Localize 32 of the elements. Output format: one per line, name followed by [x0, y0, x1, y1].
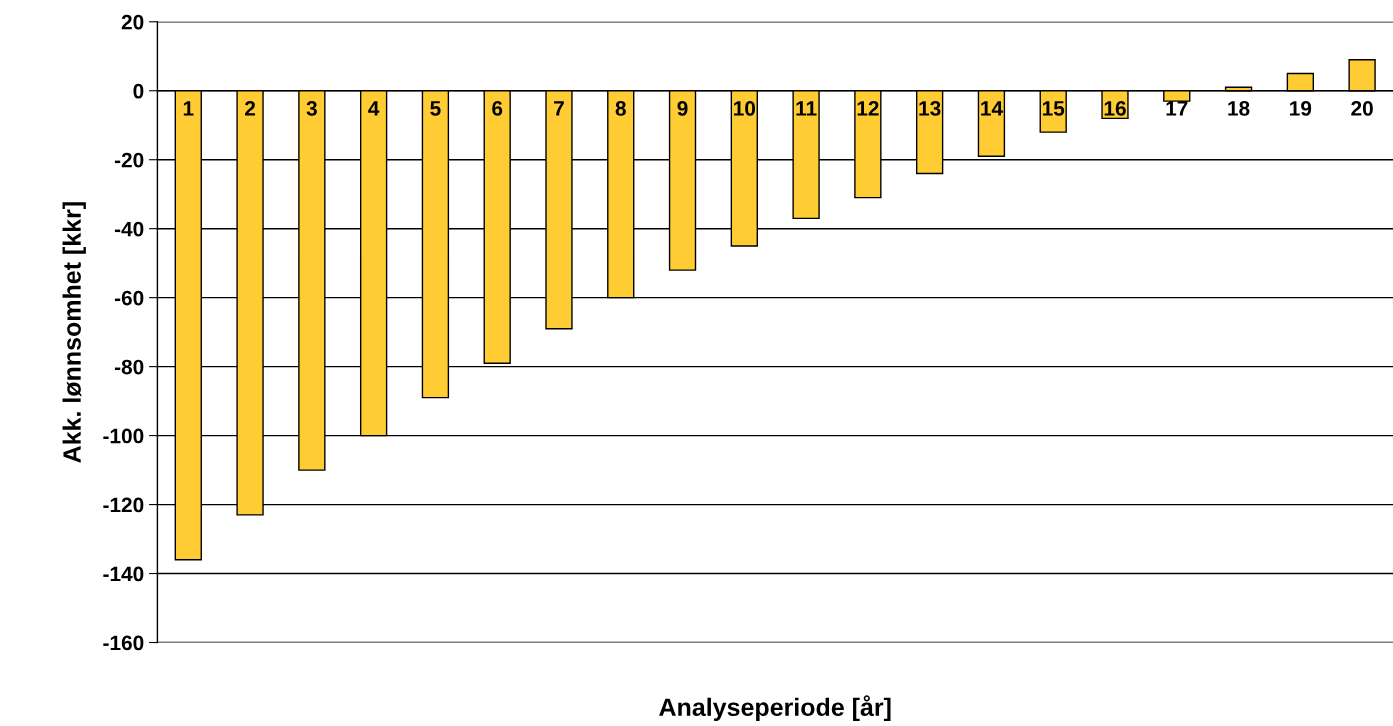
- x-tick-label: 9: [677, 101, 688, 116]
- x-tick-label: 19: [1290, 101, 1312, 116]
- y-tick-label: -120: [103, 497, 144, 513]
- x-tick-label: 5: [430, 101, 441, 116]
- x-tick-label: 13: [919, 101, 941, 116]
- y-tick-label: -160: [103, 635, 144, 651]
- x-tick-label: 15: [1042, 101, 1065, 116]
- x-tick-label: 2: [245, 101, 256, 116]
- x-tick-label: 14: [981, 101, 1003, 116]
- x-tick-label: 12: [857, 101, 879, 116]
- y-tick-label: -80: [114, 359, 144, 375]
- x-axis-title: Analyseperiode [år]: [659, 695, 891, 722]
- y-tick-label: -60: [114, 290, 144, 306]
- x-tick-label: 6: [492, 101, 503, 116]
- y-tick-label: -20: [114, 152, 144, 168]
- y-tick-label: -100: [103, 428, 144, 444]
- y-tick-label: 0: [133, 83, 144, 99]
- x-tick-label: 16: [1104, 101, 1126, 116]
- x-tick-label: 7: [554, 101, 564, 116]
- x-tick-label: 10: [734, 101, 756, 116]
- y-tick-label: 20: [121, 14, 144, 30]
- x-tick-label: 4: [368, 101, 380, 116]
- y-tick-label: -140: [103, 566, 144, 582]
- x-tick-label: 18: [1228, 101, 1250, 116]
- x-tick-label: 11: [796, 101, 817, 116]
- y-axis-title: Akk. lønnsomhet [kkr]: [62, 202, 86, 463]
- x-tick-label: 17: [1166, 101, 1188, 116]
- y-tick-label: -40: [114, 221, 144, 237]
- x-tick-label: 20: [1351, 101, 1373, 116]
- x-tick-label: 1: [183, 101, 194, 116]
- x-tick-label: 8: [615, 101, 626, 116]
- x-tick-label: 3: [306, 101, 317, 116]
